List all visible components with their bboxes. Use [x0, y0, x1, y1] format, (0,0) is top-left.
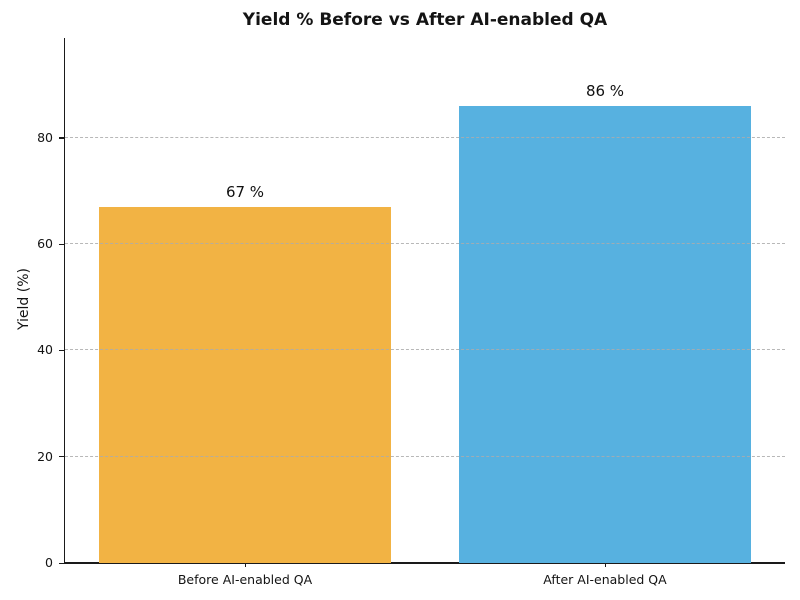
bar-value-label: 67 % — [225, 182, 265, 201]
y-tick-label: 60 — [37, 236, 53, 252]
y-tick-mark — [58, 243, 64, 245]
y-tick-mark — [58, 349, 64, 352]
y-tick-mark — [58, 562, 64, 564]
bar-1 — [99, 206, 391, 563]
chart-title: Yield % Before vs After AI-enabled QA — [242, 10, 608, 30]
gridline-80 — [65, 136, 785, 138]
x-tick-mark — [605, 563, 607, 567]
x-tick-mark — [245, 563, 247, 567]
x-tick-label: Before AI-enabled QA — [177, 572, 313, 587]
y-tick-label: 80 — [37, 129, 53, 145]
bar-value-label: 86 % — [585, 82, 625, 101]
y-axis-spine — [63, 38, 65, 563]
y-tick-mark — [58, 456, 64, 458]
gridline-20 — [65, 455, 785, 457]
bar-2 — [459, 106, 751, 563]
y-tick-label: 20 — [37, 448, 53, 464]
x-tick-label: After AI-enabled QA — [543, 572, 667, 587]
y-tick-mark — [58, 137, 64, 139]
y-tick-label: 0 — [45, 555, 53, 570]
y-axis-label: Yield (%) — [16, 267, 32, 330]
y-tick-label: 40 — [37, 342, 53, 358]
gridline-40 — [65, 349, 785, 351]
gridline-60 — [65, 243, 785, 245]
x-axis-spine — [63, 562, 785, 564]
